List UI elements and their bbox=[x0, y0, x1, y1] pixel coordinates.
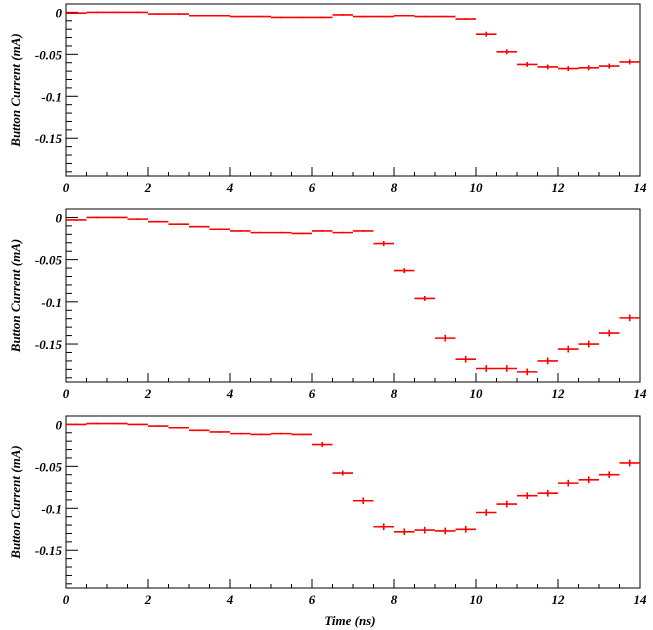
x-tick-label: 2 bbox=[144, 592, 152, 607]
y-tick-label: -0.05 bbox=[35, 253, 63, 268]
x-tick-label: 14 bbox=[634, 386, 648, 401]
x-tick-label: 8 bbox=[391, 180, 398, 195]
y-tick-label: -0.1 bbox=[41, 501, 62, 516]
chart-panel-middle: Button Current (mA) 0 2 4 6 8 10 12 14 0 -0.05 -0.… bbox=[8, 208, 648, 401]
x-tick-label: 2 bbox=[144, 386, 152, 401]
y-axis-label: Button Current (mA) bbox=[8, 445, 23, 559]
plot-frame bbox=[65, 208, 641, 383]
x-tick-label: 2 bbox=[144, 180, 152, 195]
y-tick-label: -0.15 bbox=[35, 543, 63, 558]
y-axis-label: Button Current (mA) bbox=[8, 33, 23, 147]
y-tick-label: -0.1 bbox=[41, 89, 62, 104]
x-tick-label: 10 bbox=[470, 386, 484, 401]
y-tick-label: 0 bbox=[56, 210, 63, 225]
x-tick-label: 12 bbox=[552, 592, 566, 607]
chart-panel-bottom: Button Current (mA) Time (ns) 0 2 4 6 8 10 12 1… bbox=[8, 415, 648, 628]
x-tick-label: 10 bbox=[470, 592, 484, 607]
y-axis-label: Button Current (mA) bbox=[8, 239, 23, 353]
plot-frame bbox=[65, 415, 641, 589]
x-tick-label: 6 bbox=[309, 386, 316, 401]
x-tick-label: 0 bbox=[63, 386, 70, 401]
x-tick-label: 0 bbox=[63, 592, 70, 607]
x-tick-label: 14 bbox=[634, 592, 648, 607]
x-tick-label: 0 bbox=[63, 180, 70, 195]
x-tick-label: 4 bbox=[226, 386, 234, 401]
y-tick-label: -0.05 bbox=[35, 459, 63, 474]
chart-panel-top: Button Current (mA) 0 2 4 6 8 10 12 14 0 -0.05 -0.… bbox=[8, 3, 648, 195]
x-tick-label: 6 bbox=[309, 180, 316, 195]
y-tick-label: 0 bbox=[56, 417, 63, 432]
y-tick-label: -0.15 bbox=[35, 131, 63, 146]
y-tick-label: -0.05 bbox=[35, 47, 63, 62]
y-tick-label: 0 bbox=[56, 5, 63, 20]
x-tick-label: 8 bbox=[391, 592, 398, 607]
x-tick-label: 6 bbox=[309, 592, 316, 607]
y-tick-label: -0.15 bbox=[35, 337, 63, 352]
x-tick-label: 4 bbox=[226, 592, 234, 607]
x-tick-label: 10 bbox=[470, 180, 484, 195]
y-tick-label: -0.1 bbox=[41, 295, 62, 310]
x-tick-label: 8 bbox=[391, 386, 398, 401]
plot-frame bbox=[65, 3, 641, 177]
x-tick-label: 12 bbox=[552, 180, 566, 195]
x-axis-label: Time (ns) bbox=[324, 613, 375, 628]
x-tick-label: 4 bbox=[226, 180, 234, 195]
x-tick-label: 12 bbox=[552, 386, 566, 401]
x-tick-label: 14 bbox=[634, 180, 648, 195]
